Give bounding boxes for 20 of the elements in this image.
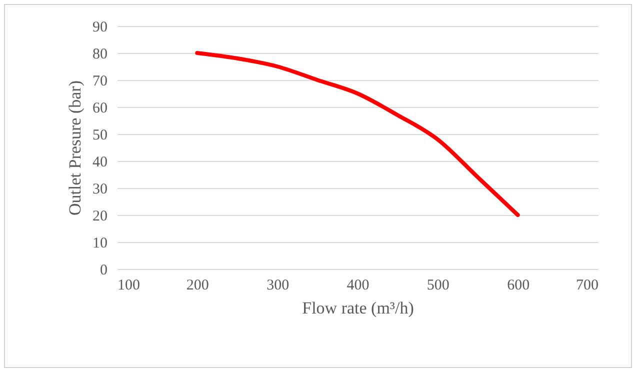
x-tick-label: 400: [346, 278, 370, 294]
y-tick-label: 70: [92, 74, 108, 90]
y-tick-label: 30: [92, 182, 108, 198]
x-tick-label: 700: [576, 278, 598, 294]
y-tick-label: 10: [92, 236, 108, 252]
x-tick-label: 100: [118, 278, 140, 294]
x-axis-title: Flow rate (m³/h): [302, 298, 414, 318]
y-axis-title: Outlet Presure (bar): [66, 80, 84, 216]
x-tick-label: 200: [186, 278, 209, 294]
line-series: [195, 51, 520, 217]
y-tick-label: 60: [92, 100, 108, 116]
x-tick-label: 500: [426, 278, 450, 294]
y-tick-label: 90: [92, 20, 108, 36]
x-tick-label: 600: [507, 278, 530, 294]
y-tick-label: 50: [92, 128, 108, 144]
x-tick-label: 300: [266, 278, 290, 294]
y-tick-label: 0: [100, 262, 108, 278]
y-tick-label: 80: [92, 46, 108, 62]
y-tick-label: 20: [92, 208, 108, 224]
y-tick-label: 40: [92, 154, 108, 170]
